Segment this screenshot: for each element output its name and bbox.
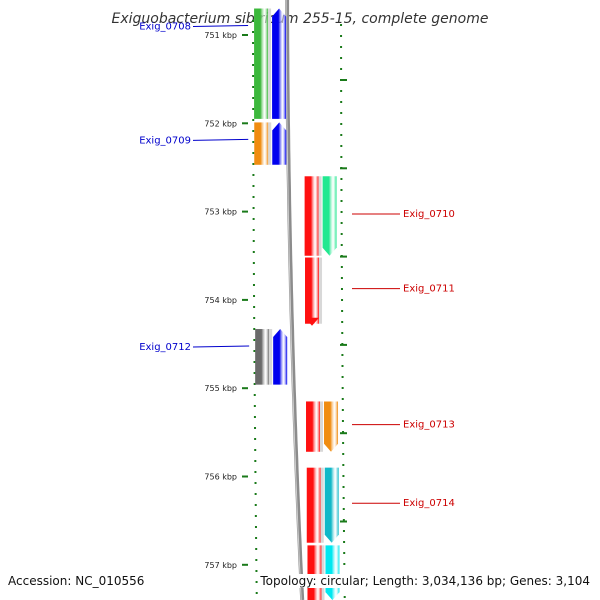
major-tick bbox=[242, 563, 248, 566]
gene-Exig_0713 bbox=[306, 401, 339, 452]
major-tick bbox=[242, 298, 248, 301]
gene-partial bbox=[307, 545, 340, 600]
gene-label: Exig_0711 bbox=[403, 284, 455, 295]
gene-label: Exig_0708 bbox=[139, 22, 191, 33]
gene-label: Exig_0712 bbox=[139, 342, 191, 353]
gene-label: Exig_0710 bbox=[403, 209, 455, 220]
gene-Exig_0712 bbox=[255, 329, 288, 385]
gene-label: Exig_0709 bbox=[139, 135, 191, 146]
major-tick bbox=[242, 34, 248, 36]
scale-label: 753 kbp bbox=[204, 208, 237, 217]
gene-track bbox=[254, 8, 340, 600]
map-title: Exiguobacterium sibiricum 255-15, comple… bbox=[111, 11, 488, 27]
major-tick bbox=[340, 432, 347, 435]
accession-text: Accession: NC_010556 bbox=[8, 574, 145, 588]
gene-labels: Exig_0708 Exig_0709 Exig_0710 Exig_0711 Exig… bbox=[139, 22, 455, 510]
gene-Exig_0711 bbox=[305, 257, 323, 326]
major-tick bbox=[242, 210, 248, 213]
major-tick bbox=[340, 79, 347, 81]
gene-label: Exig_0714 bbox=[403, 498, 455, 509]
gene-label: Exig_0713 bbox=[403, 420, 455, 431]
scale-label: 757 kbp bbox=[204, 561, 237, 570]
gene-Exig_0708 bbox=[254, 8, 287, 119]
scale-label: 751 kbp bbox=[204, 31, 237, 40]
major-tick bbox=[340, 167, 347, 170]
major-tick bbox=[340, 343, 347, 346]
scale-label: 752 kbp bbox=[204, 119, 237, 128]
scale-label: 754 kbp bbox=[204, 296, 237, 305]
genome-backbone bbox=[285, 0, 305, 600]
genome-summary-text: Topology: circular; Length: 3,034,136 bp… bbox=[260, 574, 590, 588]
gene-Exig_0709 bbox=[254, 122, 287, 165]
scale-label: 756 kbp bbox=[204, 473, 237, 482]
major-tick bbox=[340, 520, 347, 523]
major-tick bbox=[242, 122, 248, 125]
scale-label: 755 kbp bbox=[204, 384, 237, 393]
scale-labels: 751 kbp 752 kbp 753 kbp 754 kbp 755 kbp 756 k… bbox=[204, 31, 237, 570]
tick-rings bbox=[242, 20, 347, 598]
major-tick bbox=[242, 475, 248, 478]
major-tick bbox=[340, 255, 347, 258]
gene-Exig_0710 bbox=[304, 176, 337, 256]
major-tick bbox=[242, 387, 248, 390]
gene-Exig_0714 bbox=[306, 467, 339, 543]
